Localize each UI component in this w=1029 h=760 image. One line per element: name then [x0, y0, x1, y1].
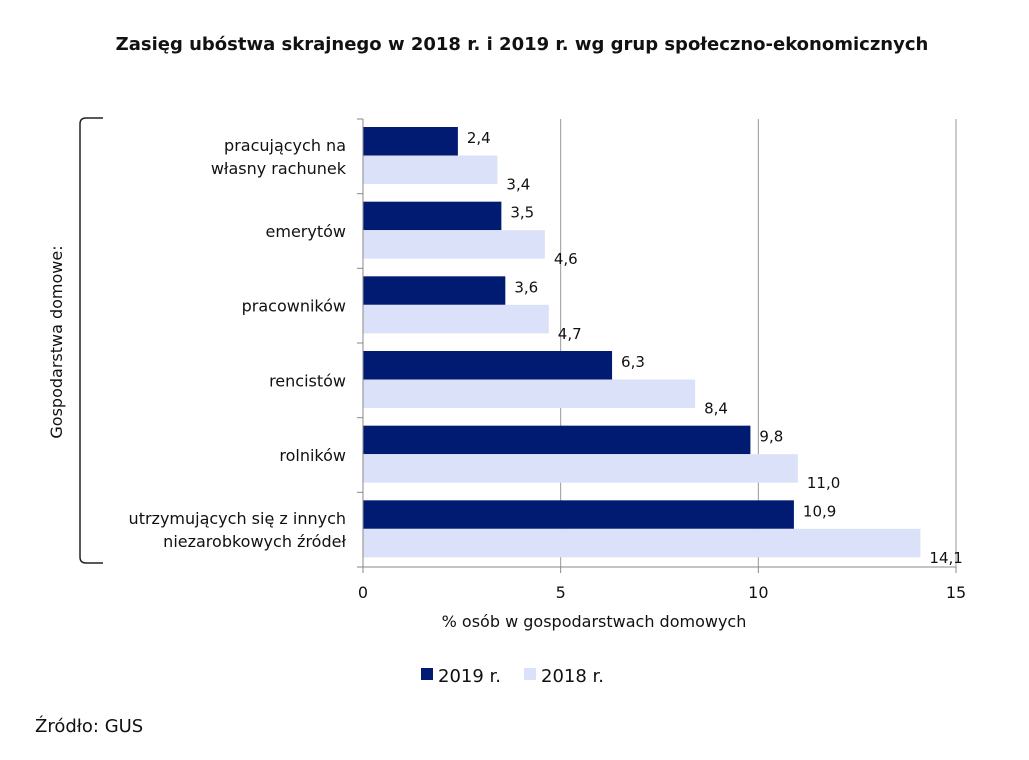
- group-label: Gospodarstwa domowe:: [47, 245, 66, 438]
- data-label: 3,5: [510, 204, 534, 222]
- bar-2019r: [363, 351, 613, 380]
- bar-2019r: [363, 201, 502, 231]
- x-tick-label: 0: [358, 583, 368, 602]
- data-label: 14,1: [929, 549, 962, 567]
- category-label: emerytów: [266, 222, 346, 241]
- data-label: 6,3: [621, 353, 645, 371]
- bar-2018r: [363, 304, 549, 334]
- bar-2019r: [363, 127, 458, 156]
- category-label: pracowników: [242, 297, 346, 316]
- bar-2018r: [363, 155, 498, 184]
- data-label: 4,7: [558, 325, 582, 343]
- data-label: 11,0: [807, 474, 840, 492]
- bar-2019r: [363, 276, 506, 305]
- x-tick-label: 10: [748, 583, 768, 602]
- bar-2018r: [363, 454, 798, 483]
- x-axis-label: % osób w gospodarstwach domowych: [442, 612, 747, 631]
- legend-swatch: [524, 668, 536, 680]
- legend-label: 2018 r.: [541, 666, 604, 687]
- x-tick-label: 5: [556, 583, 566, 602]
- group-bracket: [79, 117, 103, 564]
- bar-2019r: [363, 425, 751, 455]
- data-label: 3,4: [506, 176, 530, 194]
- data-label: 9,8: [759, 428, 783, 446]
- bar-2018r: [363, 379, 696, 408]
- bar-2018r: [363, 230, 545, 259]
- category-label: rolników: [279, 446, 346, 465]
- source-note: Źródło: GUS: [35, 716, 144, 737]
- category-label: utrzymujących się z innych: [129, 509, 346, 528]
- data-label: 2,4: [467, 129, 491, 147]
- legend-label: 2019 r.: [438, 666, 501, 687]
- data-label: 3,6: [514, 278, 538, 296]
- category-label: rencistów: [269, 371, 346, 390]
- bar-2019r: [363, 500, 794, 529]
- chart-title: Zasięg ubóstwa skrajnego w 2018 r. i 201…: [116, 34, 929, 55]
- data-label: 8,4: [704, 400, 728, 418]
- category-label: pracujących na: [224, 136, 346, 155]
- category-label: własny rachunek: [211, 159, 347, 178]
- data-label: 10,9: [803, 502, 836, 520]
- x-tick-label: 15: [946, 583, 966, 602]
- category-label: niezarobkowych źródeł: [163, 532, 346, 551]
- data-label: 4,6: [554, 250, 578, 268]
- bar-2018r: [363, 528, 921, 558]
- legend-swatch: [421, 668, 433, 680]
